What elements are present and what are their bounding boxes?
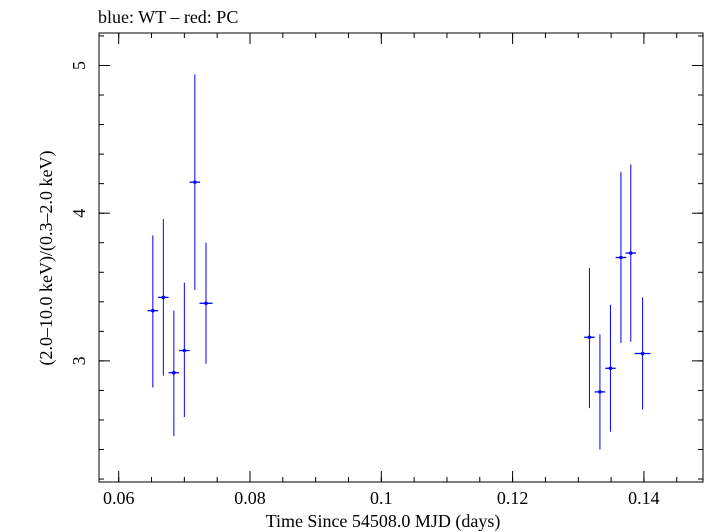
x-tick-label: 0.06: [103, 488, 135, 508]
y-axis-label: (2.0–10.0 keV)/(0.3–2.0 keV): [36, 151, 57, 366]
x-tick-label: 0.08: [234, 488, 266, 508]
point-marker: [182, 348, 187, 353]
x-tick-label: 0.1: [370, 488, 393, 508]
data-point: [634, 297, 651, 410]
data-points: [147, 74, 651, 450]
y-tick-label: 4: [69, 209, 89, 218]
y-tick-label: 5: [69, 61, 89, 70]
data-point: [168, 310, 180, 437]
x-tick-label: 0.12: [497, 488, 529, 508]
tick-labels: 0.06 0.08 0.1 0.12 0.14 3 4 5: [69, 61, 660, 508]
point-marker: [619, 255, 623, 260]
x-tick-label: 0.14: [628, 488, 660, 508]
point-marker: [204, 301, 208, 306]
data-point: [199, 242, 213, 364]
point-marker: [628, 251, 633, 255]
data-point: [584, 267, 595, 409]
data-point: [189, 74, 201, 290]
x-axis-label: Time Since 54508.0 MJD (days): [266, 511, 501, 532]
chart-title: blue: WT – red: PC: [98, 7, 238, 27]
data-point: [179, 282, 190, 418]
data-point: [147, 235, 159, 388]
data-point: [615, 171, 627, 344]
point-marker: [608, 366, 613, 371]
point-marker: [193, 180, 197, 184]
data-point: [158, 219, 169, 376]
data-point: [594, 334, 606, 450]
axis-ticks: [99, 33, 703, 482]
point-marker: [151, 308, 155, 313]
plot-frame: [98, 32, 704, 483]
point-marker: [640, 351, 645, 356]
point-marker: [172, 370, 176, 375]
point-marker: [161, 295, 166, 300]
point-marker: [598, 390, 602, 394]
y-tick-label: 3: [69, 356, 89, 365]
data-point: [625, 164, 637, 342]
point-marker: [587, 335, 592, 340]
data-point: [605, 304, 616, 432]
